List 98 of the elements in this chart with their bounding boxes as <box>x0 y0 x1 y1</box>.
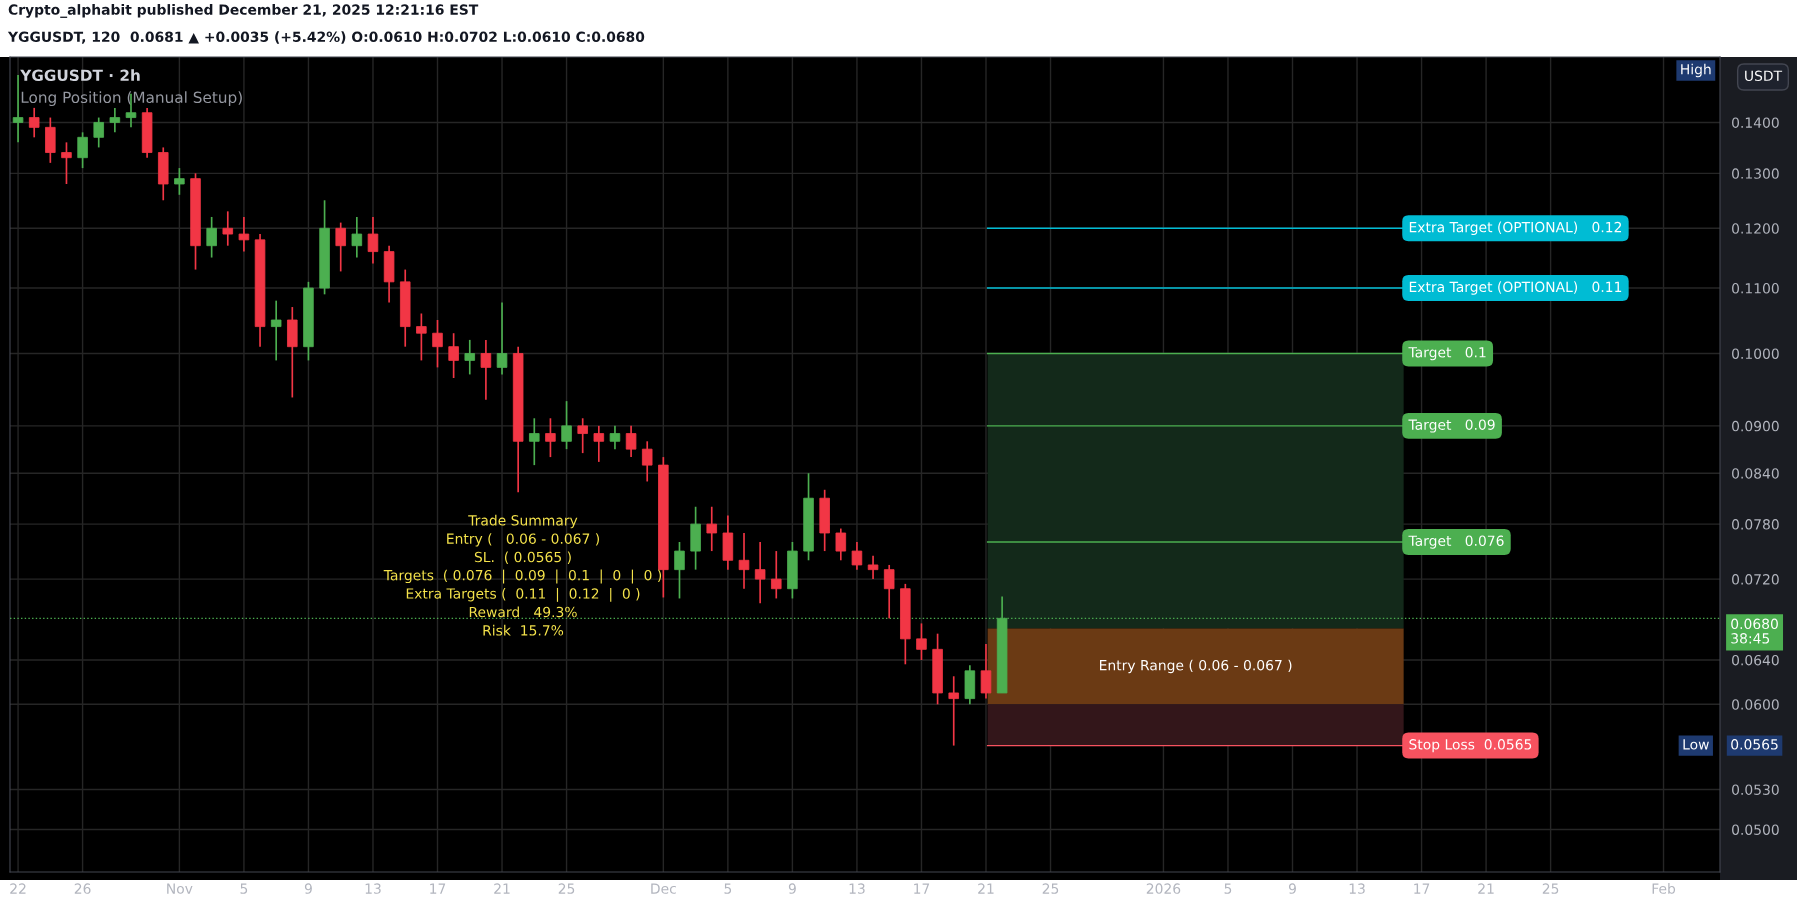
band-label: Entry Range ( 0.06 - 0.067 ) <box>1100 659 1292 674</box>
ref-line-label: Extra Target (OPTIONAL) 0.11 <box>1409 281 1622 295</box>
candlestick <box>416 312 427 362</box>
candlestick <box>464 339 476 376</box>
ref-line-label: Stop Loss 0.0565 <box>1409 739 1532 753</box>
x-tick-label: 5 <box>724 883 732 894</box>
candlestick <box>916 622 927 661</box>
y-axis-title: USDT <box>1745 70 1783 82</box>
x-tick-label: 21 <box>494 883 510 894</box>
annotation: SL. ( 0.0565 ) <box>474 551 571 564</box>
candlestick <box>771 550 782 600</box>
annotation: Targets ( 0.076 | 0.09 | 0.1 | 0 | 0 ) <box>383 569 662 584</box>
y-tick-label: 0.0530 <box>1732 784 1779 795</box>
y-tick-label: 0.0840 <box>1732 468 1779 479</box>
ref-line-label: Extra Target (OPTIONAL) 0.12 <box>1409 221 1622 236</box>
x-tick-label: 13 <box>365 883 381 894</box>
candlestick <box>432 319 443 369</box>
x-tick-label: 26 <box>74 883 91 894</box>
x-tick-label: 9 <box>304 883 312 894</box>
x-tick-label: 21 <box>1478 883 1494 894</box>
y-tick-label: 0.0600 <box>1732 699 1779 710</box>
x-tick-label: 22 <box>10 883 26 894</box>
annotation: Low <box>1683 739 1709 750</box>
candlestick <box>625 425 637 458</box>
y-tick-label: 0.1000 <box>1732 348 1779 359</box>
annotation: Reward 49.3% <box>469 606 577 618</box>
chart-title: Crypto_alphabit published December 21, 2025 12:21:16 EST <box>8 4 479 18</box>
candlestick <box>174 167 185 196</box>
x-tick-label: 17 <box>430 883 446 894</box>
x-tick-label: 13 <box>849 883 865 894</box>
x-tick-label: 25 <box>558 883 575 894</box>
candlestick <box>222 210 234 247</box>
candlestick <box>77 131 88 169</box>
ref-line-label: Target 0.1 <box>1408 347 1486 361</box>
ref-line-label: Target 0.076 <box>1408 535 1504 549</box>
annotation: Risk 15.7% <box>483 624 564 636</box>
candlestick <box>367 216 379 265</box>
candlestick <box>270 299 282 362</box>
y-tick-label: 0.1100 <box>1732 283 1779 294</box>
x-tick-label: 9 <box>1288 883 1296 894</box>
candlestick <box>641 440 653 483</box>
y-tick-label: 0.0720 <box>1732 574 1779 585</box>
annotation: YGGUSDT · 2h <box>20 69 140 82</box>
annotation: Entry ( 0.06 - 0.067 ) <box>447 533 600 547</box>
candlestick <box>545 417 556 458</box>
y-tick-label: 0.0900 <box>1732 420 1779 432</box>
candlestick <box>883 564 895 620</box>
x-tick-label: Feb <box>1652 883 1676 894</box>
candlestick <box>867 554 879 580</box>
candlestick <box>851 541 863 571</box>
candlestick <box>28 107 40 139</box>
x-tick-label: Dec <box>651 883 676 894</box>
candlestick <box>61 141 72 185</box>
candlestick <box>335 221 346 273</box>
x-tick-label: 17 <box>1414 883 1430 894</box>
candlestick <box>480 339 492 401</box>
candlestick <box>206 216 217 259</box>
x-tick-label: 5 <box>240 883 248 894</box>
x-tick-label: 13 <box>1349 883 1365 894</box>
y-tick-label: 0.0780 <box>1732 519 1779 530</box>
x-tick-label: 25 <box>1542 883 1559 894</box>
candlestick <box>980 643 992 700</box>
candlestick <box>706 505 717 552</box>
candlestick <box>948 675 959 747</box>
annotation: Extra Targets ( 0.11 | 0.12 | 0 ) <box>406 587 640 602</box>
candlestick <box>835 527 847 562</box>
x-tick-label: 21 <box>978 883 994 894</box>
candlestick <box>351 216 363 259</box>
candlestick <box>609 425 621 450</box>
y-tick-label: 0.0640 <box>1732 654 1779 666</box>
x-tick-label: 25 <box>1042 883 1059 894</box>
candlestick <box>561 400 572 450</box>
candlestick <box>109 107 121 134</box>
y-tick-label: 0.0500 <box>1732 824 1779 835</box>
candlestick <box>238 216 250 253</box>
ref-line-label: Target 0.09 <box>1408 419 1495 433</box>
candlestick <box>674 541 685 600</box>
x-tick-label: Nov <box>167 883 193 894</box>
text: 0.0565 <box>1731 739 1778 750</box>
candlestick <box>93 116 104 149</box>
candlestick <box>593 425 605 463</box>
candlestick <box>529 417 540 466</box>
annotation: Trade Summary <box>468 514 578 529</box>
candlestick <box>496 301 508 376</box>
chart-subtitle: YGGUSDT, 120 0.0681 ▲ +0.0035 (+5.42%) O:0.0610 H:0.0702 L:0.0610 C:0.0680 <box>7 31 645 44</box>
ref-line-label: 0.0680 38:45 <box>1731 618 1778 644</box>
candlestick <box>754 541 766 605</box>
x-tick-label: 17 <box>914 883 930 894</box>
y-tick-label: 0.1300 <box>1732 168 1779 179</box>
annotation: High <box>1681 63 1711 78</box>
candlestick <box>738 532 750 590</box>
x-tick-label: 9 <box>788 883 796 894</box>
x-tick-label: 2026 <box>1146 883 1181 894</box>
y-tick-label: 0.1200 <box>1732 223 1779 234</box>
candlestick <box>577 417 588 454</box>
y-tick-label: 0.1400 <box>1732 117 1779 128</box>
x-tick-label: 5 <box>1224 883 1232 894</box>
candlestick <box>448 332 459 379</box>
